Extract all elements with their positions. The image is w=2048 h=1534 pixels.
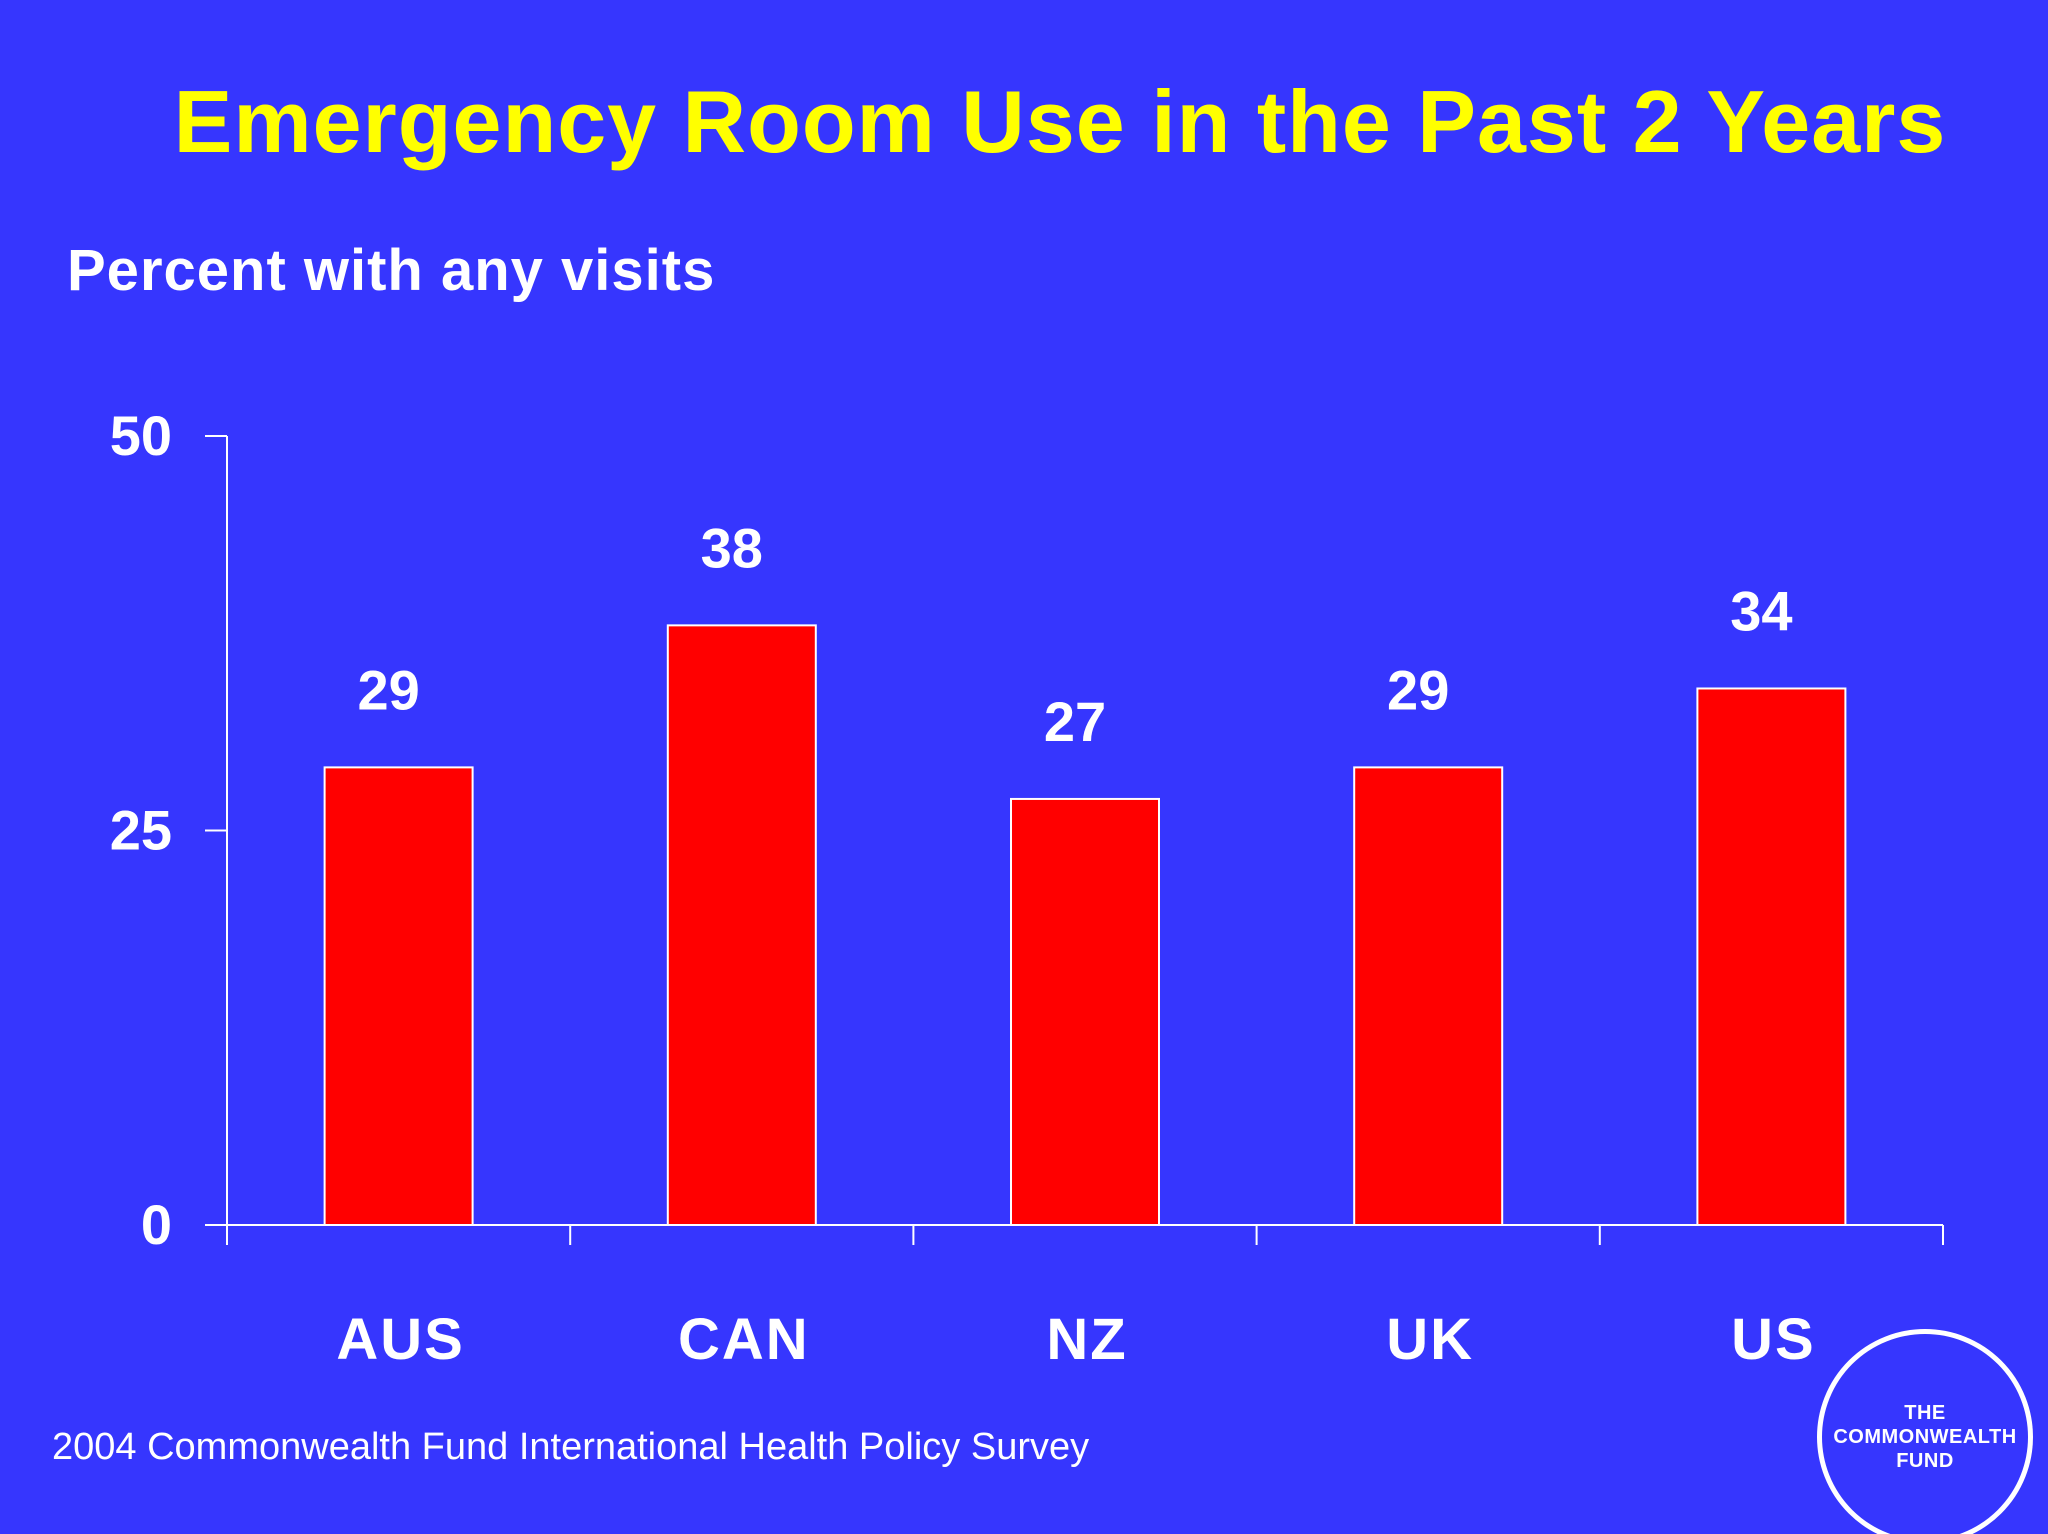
chart-title: Emergency Room Use in the Past 2 Years	[173, 72, 1947, 171]
bar-nz	[1010, 797, 1160, 1226]
data-label: 29	[357, 658, 419, 721]
bar-us	[1696, 687, 1847, 1226]
commonwealth-fund-logo: THE COMMONWEALTH FUND	[1817, 1329, 2033, 1534]
bar-aus	[323, 766, 474, 1226]
category-label: UK	[1386, 1307, 1474, 1372]
data-label: 27	[1044, 690, 1106, 753]
source-note: 2004 Commonwealth Fund International Hea…	[52, 1426, 1090, 1468]
category-label: CAN	[678, 1307, 810, 1372]
y-axis-label: Percent with any visits	[67, 238, 716, 303]
data-label: 29	[1387, 658, 1449, 721]
bar-uk	[1353, 766, 1504, 1226]
y-tick-label: 50	[110, 404, 172, 467]
bar-can	[666, 624, 817, 1226]
y-tick-label: 0	[141, 1193, 172, 1256]
category-label: US	[1731, 1307, 1816, 1372]
category-label: AUS	[336, 1307, 464, 1372]
data-label: 34	[1730, 579, 1792, 642]
data-label: 38	[701, 516, 763, 579]
logo-text: THE COMMONWEALTH FUND	[1833, 1402, 2017, 1472]
category-label: NZ	[1046, 1307, 1127, 1372]
y-tick-label: 25	[110, 799, 172, 862]
